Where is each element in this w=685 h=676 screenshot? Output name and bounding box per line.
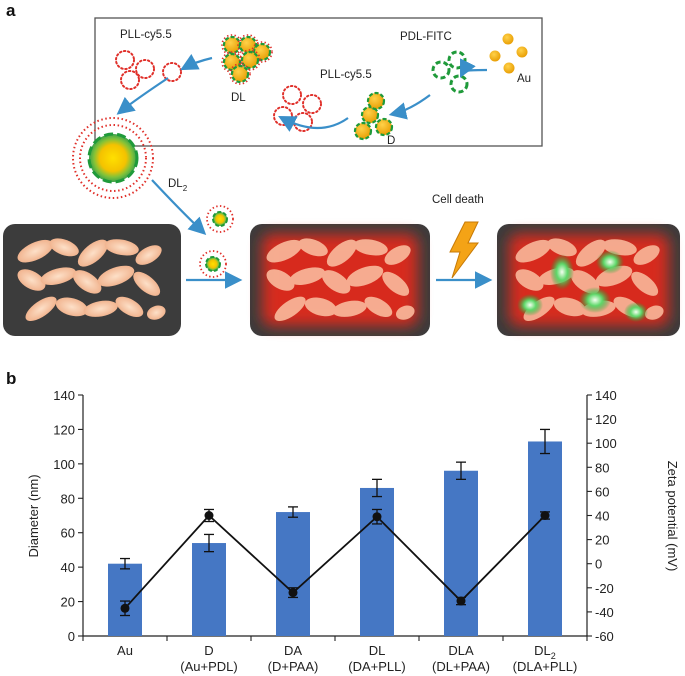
pll-polymer xyxy=(120,70,140,90)
dl2-small-core xyxy=(205,256,221,272)
pdl-fitc-particle xyxy=(449,74,469,94)
label-d: D xyxy=(387,135,395,147)
y-tick-label-left: 120 xyxy=(53,422,75,437)
d-particle xyxy=(366,91,386,111)
zeta-point xyxy=(456,596,466,606)
dl2-small-core xyxy=(212,211,228,227)
label-pdl-fitc: PDL-FITC xyxy=(400,31,452,43)
arrow-d-to-pll xyxy=(278,115,349,132)
y-tick-label-right: 100 xyxy=(595,436,617,451)
dl2-green-shell xyxy=(87,132,139,184)
zeta-potential-line xyxy=(124,514,546,609)
au-particle xyxy=(489,50,501,62)
diameter-bar xyxy=(528,441,562,636)
x-tick-label: DL xyxy=(369,643,386,658)
dl-particle-core xyxy=(240,50,260,70)
y-tick-label-right: -40 xyxy=(595,605,614,620)
y-tick-label-right: 120 xyxy=(595,412,617,427)
x-tick-label: DL2 xyxy=(534,643,556,661)
arrow-pdl-to-d xyxy=(388,94,431,120)
chart-zeta-line xyxy=(120,508,550,617)
label-dl2: DL2 xyxy=(168,178,188,193)
au-particle xyxy=(516,46,528,58)
y-tick-label-right: 20 xyxy=(595,533,609,548)
synthesis-drawings xyxy=(72,33,528,289)
label-cell-death: Cell death xyxy=(432,194,484,206)
cell-image-untreated xyxy=(3,224,181,336)
x-tick-sublabel: (D+PAA) xyxy=(268,659,319,674)
y-tick-label-left: 60 xyxy=(61,526,75,541)
zeta-point xyxy=(120,603,130,613)
y-tick-label-right: -60 xyxy=(595,629,614,644)
y-tick-label-left: 100 xyxy=(53,457,75,472)
y-tick-label-right: 40 xyxy=(595,509,609,524)
x-tick-sublabel: (Au+PDL) xyxy=(180,659,237,674)
pll-polymer xyxy=(115,50,135,70)
x-tick-sublabel: (DLA+PLL) xyxy=(513,659,578,674)
cell-image-dead xyxy=(497,224,680,336)
d-particle xyxy=(353,121,373,141)
dl2-inner-ring xyxy=(79,124,147,192)
pll-polymer xyxy=(135,59,155,79)
zeta-point xyxy=(540,511,550,520)
y-tick-label-left: 80 xyxy=(61,491,75,506)
dl-particle-core xyxy=(252,42,272,62)
lightning-bolt-icon xyxy=(449,221,479,279)
arrow-dl-label xyxy=(180,53,213,71)
x-tick-sublabel: (DL+PAA) xyxy=(432,659,490,674)
zeta-point xyxy=(204,511,214,520)
arrow-au-to-pdl xyxy=(460,58,488,78)
au-particle xyxy=(502,33,514,45)
dl-particle-shell xyxy=(229,63,251,85)
dl-particle-core xyxy=(230,64,250,84)
panel-b-label: b xyxy=(6,369,16,388)
diameter-bar xyxy=(192,543,226,636)
dl2-small-ring xyxy=(199,250,227,278)
diameter-bar xyxy=(108,563,142,636)
y-tick-label-left: 20 xyxy=(61,595,75,610)
arrow-dl2-down xyxy=(151,179,207,236)
y-tick-label-right: 0 xyxy=(595,557,602,572)
y-axis-label-left: Diameter (nm) xyxy=(26,474,41,557)
y-tick-label-right: 140 xyxy=(595,388,617,403)
y-tick-label-left: 0 xyxy=(68,629,75,644)
pll-polymer xyxy=(282,85,302,105)
pdl-fitc-particle xyxy=(431,60,451,80)
pll-polymer xyxy=(302,94,322,114)
dl2-small-ring xyxy=(206,205,234,233)
panel-a-label: a xyxy=(6,1,16,20)
label-au: Au xyxy=(517,73,531,85)
pll-polymer xyxy=(162,62,182,82)
dl2-core xyxy=(89,134,137,182)
x-tick-label: D xyxy=(204,643,213,658)
arrow-pll-to-dl2 xyxy=(116,77,169,115)
cell-image-labeled xyxy=(250,224,430,336)
au-particle xyxy=(503,62,515,74)
zeta-point xyxy=(288,588,298,598)
y-tick-label-right: -20 xyxy=(595,581,614,596)
dl-particle-shell xyxy=(239,49,261,71)
x-tick-label: DLA xyxy=(448,643,474,658)
y-tick-label-left: 140 xyxy=(53,388,75,403)
zeta-point xyxy=(372,512,382,522)
y-tick-label-left: 40 xyxy=(61,560,75,575)
dl2-outer-ring xyxy=(72,117,154,199)
label-pll-cy55-mid: PLL-cy5.5 xyxy=(320,69,372,81)
label-dl: DL xyxy=(231,92,246,104)
y-axis-label-right: Zeta potential (mV) xyxy=(665,461,680,572)
diameter-bar xyxy=(276,512,310,636)
x-tick-label: Au xyxy=(117,643,133,658)
d-particle xyxy=(374,117,394,137)
diameter-bar xyxy=(444,470,478,636)
y-tick-label-right: 60 xyxy=(595,484,609,499)
x-tick-sublabel: (DA+PLL) xyxy=(348,659,405,674)
chart-bars xyxy=(108,428,562,636)
chart-axes: 0 20 40 60 80 100 120 140 -60 -40 -20 0 20 40 60 80 100 1… xyxy=(53,388,616,674)
y-tick-label-right: 80 xyxy=(595,460,609,475)
x-tick-label: DA xyxy=(284,643,302,658)
label-pll-cy55-top: PLL-cy5.5 xyxy=(120,29,172,41)
